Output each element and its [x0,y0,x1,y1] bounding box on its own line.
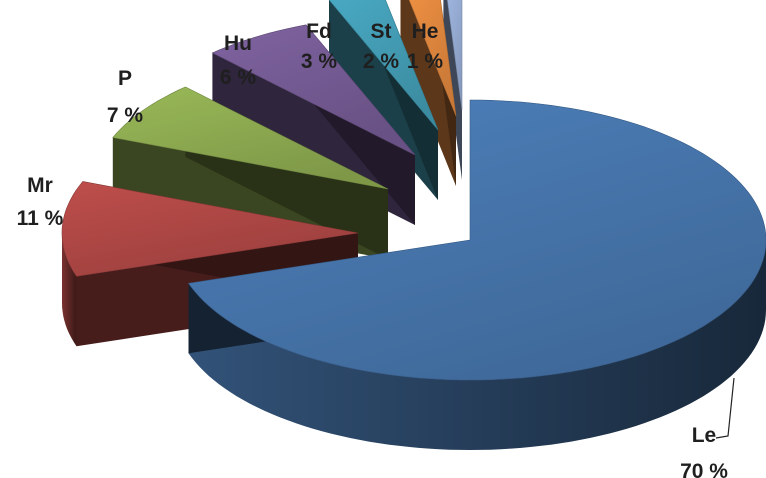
slice-rim-le [188,240,766,450]
slice-le [187,99,766,381]
slice-fd [328,0,439,131]
slice-top-layer [61,0,766,381]
slice-rim-mr [62,233,77,347]
slice-label-mr: Mr [27,174,53,197]
slice-hu [211,24,416,156]
slice-value-fd: 3 % [301,50,338,73]
slice-label-st: St [371,20,392,43]
slice-mr [61,181,359,277]
slice-wall-st [400,0,456,186]
slice-p [112,86,389,190]
slice-value-st: 2 % [363,50,400,73]
slice-label-fd: Fd [306,20,332,43]
slice-label-le: Le [692,424,717,447]
slice-st [408,0,457,117]
leader-line-layer [715,377,735,439]
slice-label-hu: Hu [224,32,252,55]
slice-label-he: He [412,20,439,43]
slice-label-p: P [118,67,132,90]
leader-line-le [715,377,735,439]
slice-value-p: 7 % [107,104,144,127]
label-layer: Le 70 % Mr 11 % P 7 % Hu 6 % Fd 3 % St 2 % He 1 % [17,20,729,478]
slice-value-le: 70 % [680,460,728,478]
slice-value-he: 1 % [407,50,444,73]
slice-value-mr: 11 % [17,207,64,230]
slice-he [447,0,463,111]
slice-value-hu: 6 % [220,66,257,89]
